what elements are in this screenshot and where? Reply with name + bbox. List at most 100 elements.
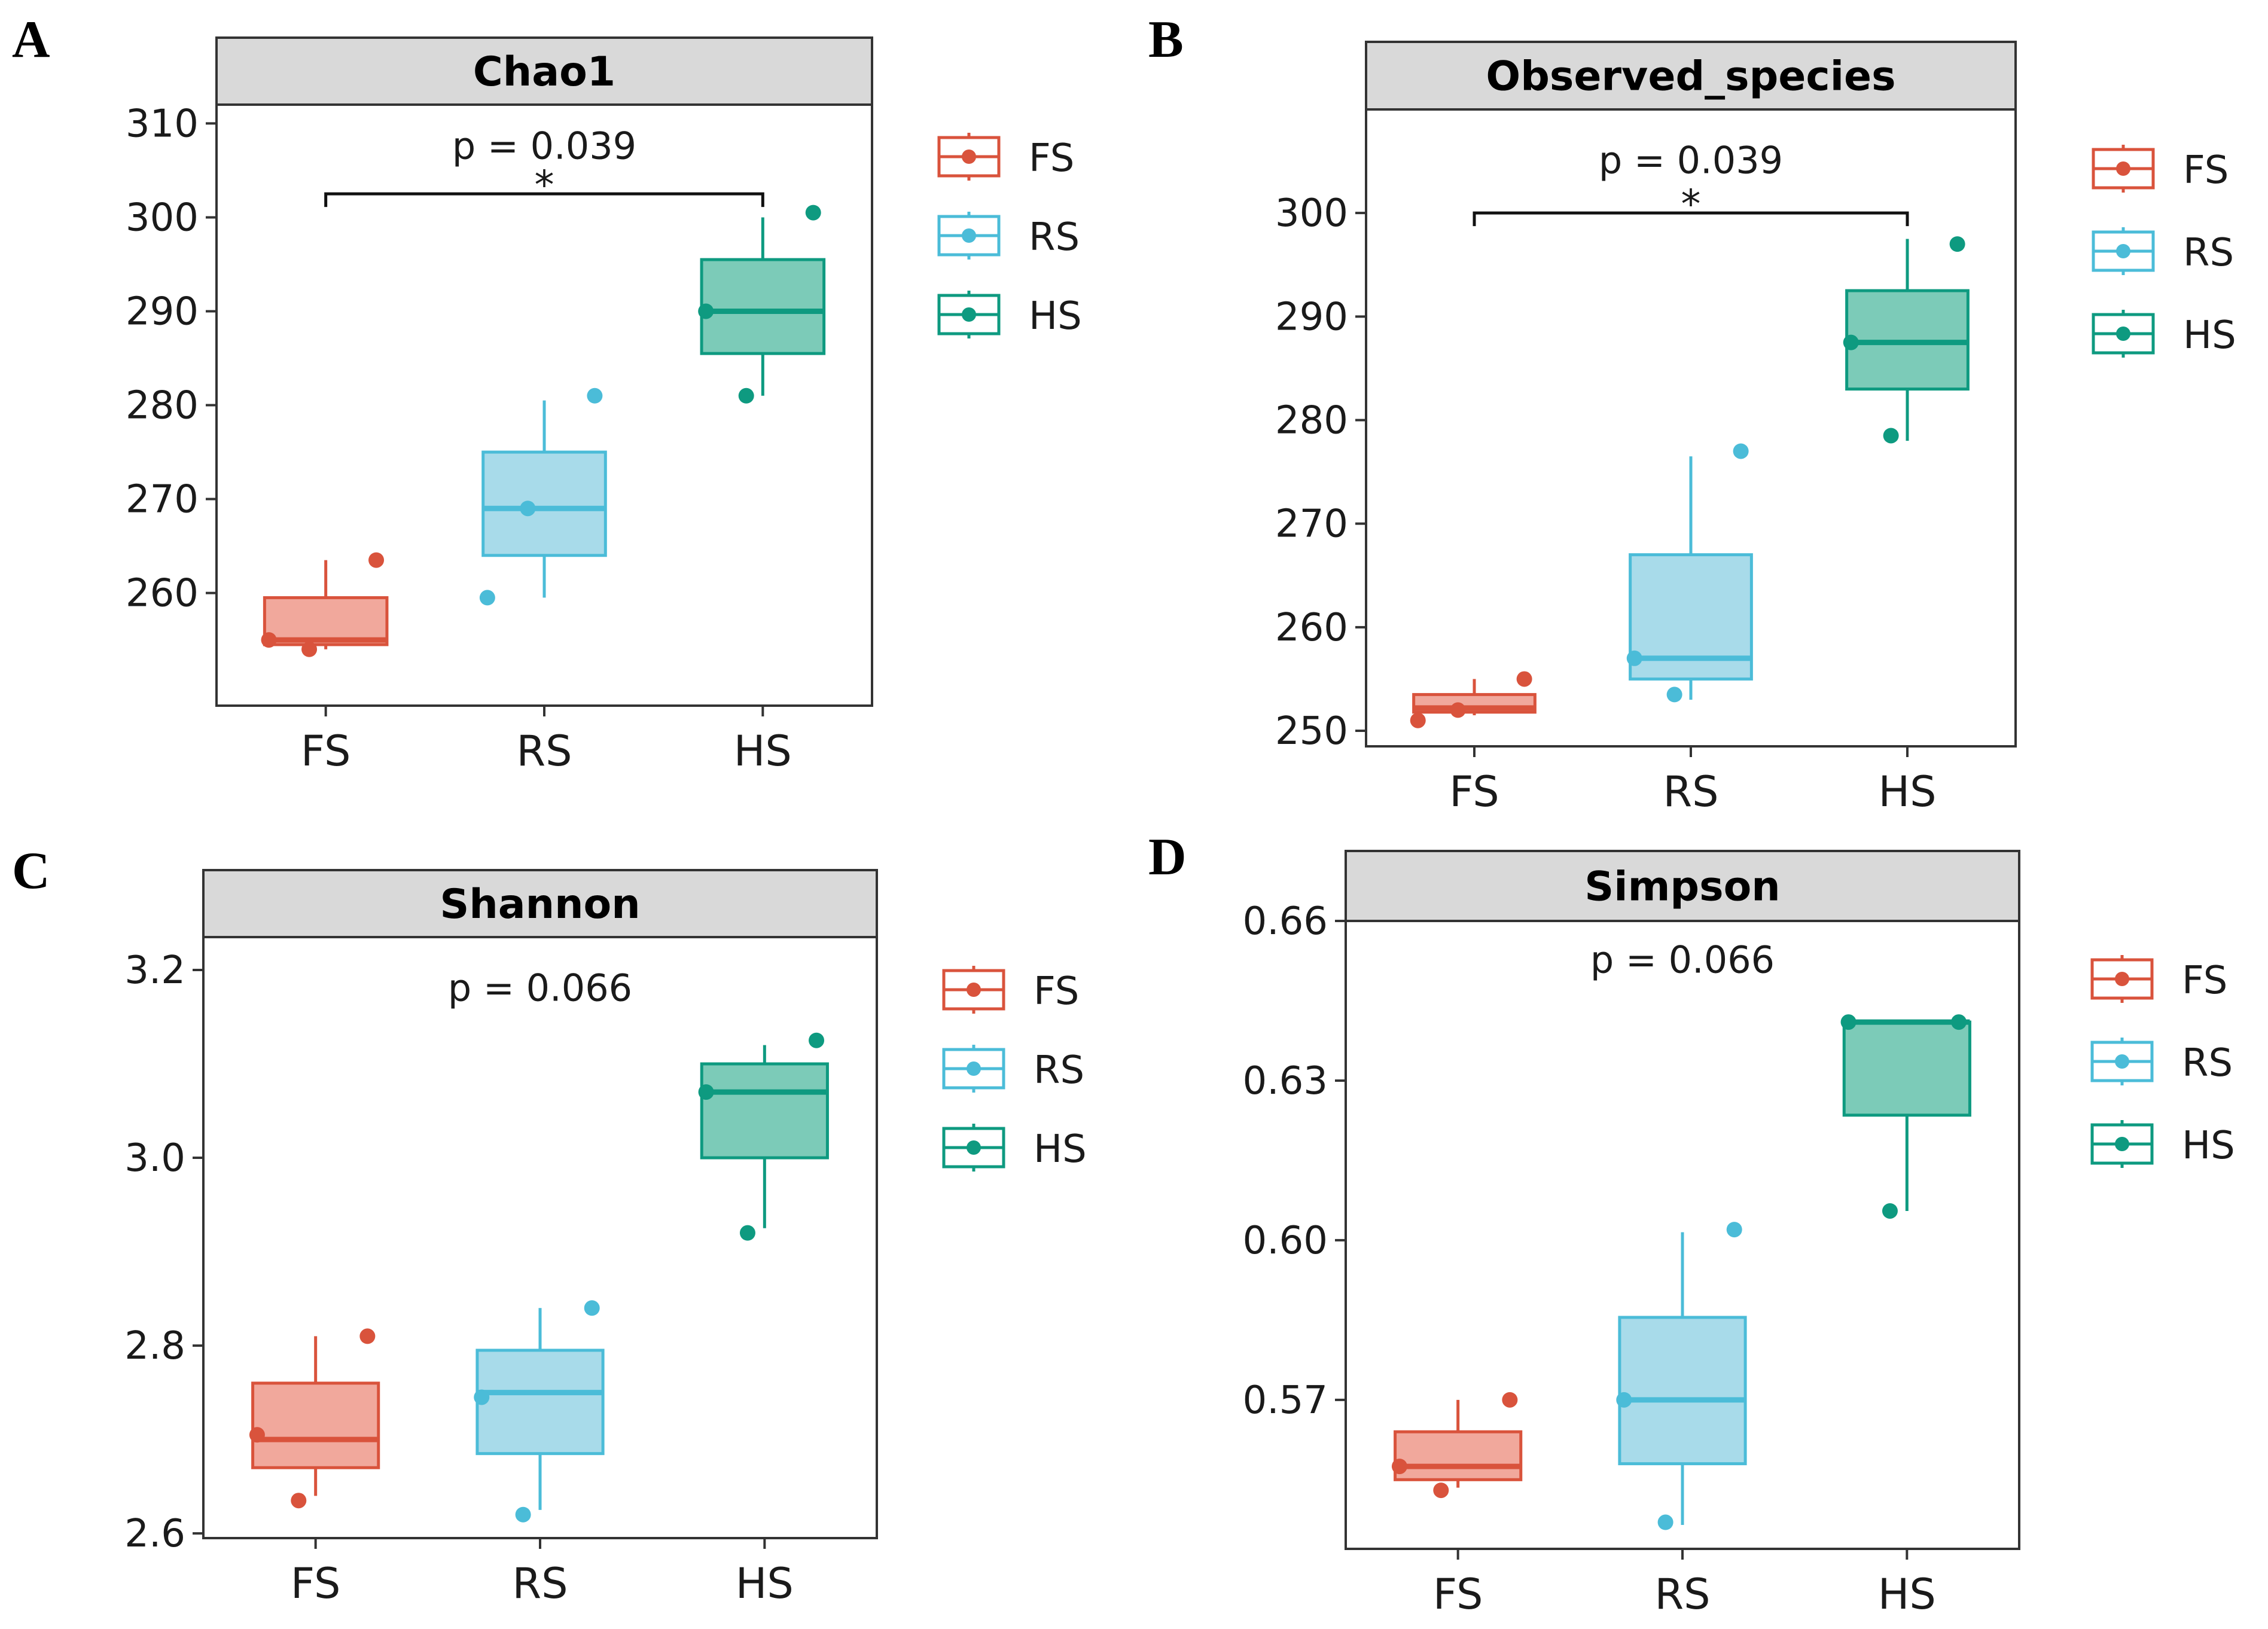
box-iqr	[475, 1349, 605, 1456]
data-point	[739, 1225, 755, 1241]
y-tick-label: 2.8	[124, 1324, 185, 1368]
data-point	[291, 1493, 307, 1509]
legend-key-point	[962, 228, 976, 243]
legend-label: HS	[2183, 313, 2236, 358]
y-tick-label: 260	[126, 572, 199, 616]
data-point	[1883, 428, 1899, 444]
box-HS	[1840, 1014, 1971, 1219]
data-point	[1502, 1392, 1518, 1408]
data-point	[261, 632, 277, 648]
panel-letter-D: D	[1148, 828, 1187, 886]
box-FS	[1391, 1392, 1523, 1499]
y-tick-label: 280	[1275, 399, 1348, 443]
legend-label: RS	[2182, 1041, 2233, 1085]
box-RS	[474, 1300, 605, 1523]
data-point	[1840, 1014, 1857, 1030]
panel-C: C Shannon 2.6 2.8 3.0 3.2 FS RS HS p = 0.066 FS RS H…	[12, 842, 1087, 1608]
legend-item-FS: FS	[2090, 955, 2227, 1003]
data-point	[1951, 1014, 1967, 1030]
y-tick-label: 3.0	[124, 1136, 185, 1180]
legend-label: FS	[2183, 148, 2229, 193]
y-tick-label: 0.57	[1243, 1378, 1328, 1423]
data-point	[809, 1032, 825, 1048]
data-point	[1391, 1459, 1407, 1475]
legend-label: HS	[1034, 1127, 1087, 1172]
y-tick-label: 270	[1275, 502, 1348, 547]
data-point	[1433, 1482, 1449, 1499]
box-RS	[479, 388, 607, 606]
x-tick-label: HS	[1878, 767, 1936, 816]
y-tick-label: 270	[126, 478, 199, 522]
legend-key-point	[967, 1061, 981, 1076]
legend-item-FS: FS	[937, 133, 1074, 181]
legend-label: RS	[2183, 231, 2234, 275]
y-tick-label: 0.60	[1243, 1219, 1328, 1263]
data-point	[515, 1506, 531, 1523]
y-tick-label: 3.2	[124, 948, 185, 993]
data-point	[1949, 236, 1965, 252]
legend-key-point	[967, 983, 981, 997]
data-point	[1666, 687, 1682, 703]
box-iqr	[700, 1062, 829, 1160]
box-FS	[249, 1328, 380, 1509]
x-tick-label: FS	[291, 1559, 340, 1608]
data-point	[1516, 671, 1532, 687]
data-point	[805, 205, 821, 221]
x-tick-label: HS	[1878, 1570, 1936, 1619]
y-tick-label: 250	[1275, 709, 1348, 754]
data-point	[1626, 650, 1642, 666]
data-point	[520, 501, 536, 517]
legend-label: FS	[1029, 136, 1074, 181]
box-iqr	[481, 450, 607, 557]
y-tick-label: 280	[126, 384, 199, 428]
legend-key-point	[962, 307, 976, 322]
panel-letter-C: C	[12, 842, 50, 900]
legend-item-RS: RS	[937, 212, 1080, 260]
legend-key-point	[962, 150, 976, 164]
legend-label: FS	[1034, 969, 1079, 1014]
x-tick-label: RS	[1654, 1570, 1710, 1619]
panel-letter-A: A	[12, 11, 50, 69]
legend-item-FS: FS	[2092, 145, 2229, 193]
data-point	[474, 1389, 490, 1405]
legend-item-RS: RS	[2090, 1038, 2233, 1085]
data-point	[698, 1084, 714, 1100]
legend-key-point	[2115, 972, 2129, 986]
data-point	[1657, 1514, 1673, 1530]
significance-star: *	[1681, 181, 1701, 227]
legend-key-point	[2116, 244, 2130, 258]
box-FS	[261, 552, 389, 657]
box-iqr	[251, 1381, 380, 1469]
box-iqr	[1842, 1020, 1971, 1117]
legend-label: FS	[2182, 959, 2227, 1003]
y-tick-label: 2.6	[124, 1512, 185, 1556]
data-point	[368, 552, 385, 568]
y-tick-label: 290	[1275, 295, 1348, 339]
legend-item-RS: RS	[942, 1045, 1084, 1093]
box-RS	[1616, 1222, 1747, 1530]
legend-item-HS: HS	[2092, 310, 2236, 358]
p-value-annotation: p = 0.039	[1599, 139, 1783, 182]
legend-item-HS: HS	[937, 291, 1082, 338]
box-HS	[698, 205, 826, 404]
x-tick-label: FS	[1449, 767, 1499, 816]
p-value-annotation: p = 0.039	[452, 124, 636, 168]
data-point	[1733, 443, 1749, 459]
panel-letter-B: B	[1148, 11, 1184, 69]
x-tick-label: FS	[1433, 1570, 1483, 1619]
box-FS	[1410, 671, 1537, 728]
box-iqr	[1394, 1430, 1523, 1481]
data-point	[479, 590, 495, 606]
panel-B: B Observed_species 250 260 270 280 290 300 FS RS H…	[1148, 11, 2236, 816]
panel-A: A Chao1 260 270 280 290 300 310 FS RS HS *p = 0.039…	[12, 11, 1082, 776]
x-tick-label: FS	[301, 727, 350, 776]
y-tick-label: 0.63	[1243, 1059, 1328, 1103]
y-tick-label: 300	[126, 196, 199, 240]
data-point	[587, 388, 603, 404]
panel-D: D Simpson 0.57 0.60 0.63 0.66 FS RS HS p = 0.066 F…	[1148, 828, 2235, 1619]
x-tick-label: RS	[1663, 767, 1718, 816]
facet-title: Simpson	[1584, 864, 1780, 911]
box-iqr	[700, 258, 826, 355]
legend-label: HS	[1029, 294, 1082, 338]
data-point	[1410, 712, 1426, 728]
